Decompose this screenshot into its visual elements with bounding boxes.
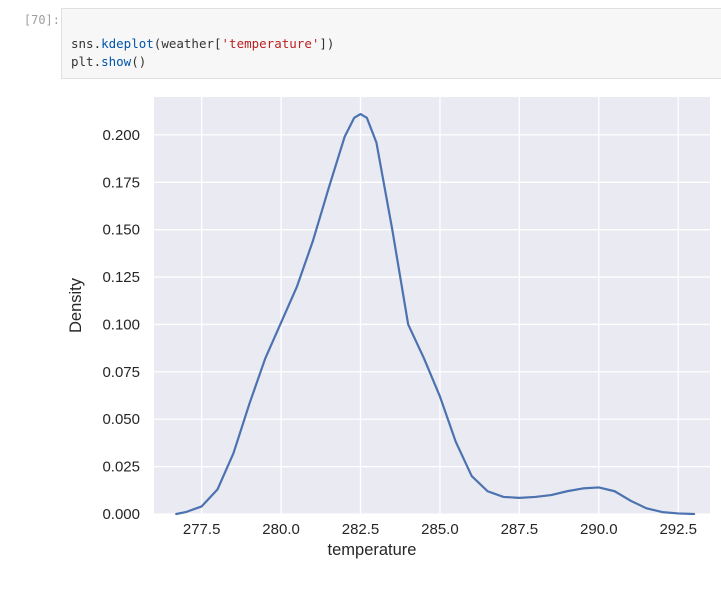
code-token: ]): [319, 36, 335, 51]
plot-background: [154, 97, 710, 514]
x-axis-label: temperature: [328, 541, 417, 559]
x-tick-label: 277.5: [183, 521, 221, 538]
y-tick-label: 0.200: [102, 127, 140, 144]
cell-output: 277.5 280.0 282.5 285.0 287.5 290.0 292.5 0.000…: [61, 86, 721, 586]
code-token: (weather[: [153, 36, 222, 51]
code-cell-editor[interactable]: sns.kdeplot(weather['temperature']) plt.…: [61, 8, 721, 79]
y-tick-label: 0.150: [102, 222, 140, 239]
cell-prompt: [70]:: [23, 13, 60, 27]
kde-plot: 277.5 280.0 282.5 285.0 287.5 290.0 292.5 0.000…: [67, 97, 710, 559]
y-tick-label: 0.100: [102, 316, 140, 333]
y-tick-label: 0.025: [102, 459, 140, 476]
code-token-function: show: [101, 54, 132, 69]
y-tick-label: 0.050: [102, 411, 140, 428]
y-tick-label: 0.000: [102, 506, 140, 523]
code-token-string: 'temperature': [221, 36, 320, 51]
code-token-function: kdeplot: [101, 36, 154, 51]
x-tick-label: 282.5: [342, 521, 380, 538]
code-token: plt.: [71, 54, 102, 69]
y-tick-label: 0.175: [102, 174, 140, 191]
x-tick-label: 287.5: [501, 521, 539, 538]
code-text[interactable]: sns.kdeplot(weather['temperature']) plt.…: [71, 35, 334, 71]
y-axis-label: Density: [67, 277, 85, 333]
x-tick-label: 290.0: [580, 521, 618, 538]
y-tick-label: 0.075: [102, 364, 140, 381]
code-token: (): [131, 54, 147, 69]
x-tick-label: 285.0: [421, 521, 459, 538]
x-tick-label: 292.5: [659, 521, 697, 538]
x-tick-label: 280.0: [262, 521, 300, 538]
y-tick-label: 0.125: [102, 269, 140, 286]
kde-density-line: [175, 112, 696, 516]
code-token: sns.: [71, 36, 102, 51]
